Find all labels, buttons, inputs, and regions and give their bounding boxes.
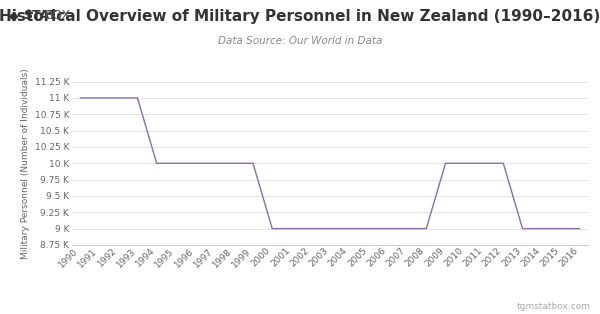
Text: Historical Overview of Military Personnel in New Zealand (1990–2016): Historical Overview of Military Personne… xyxy=(0,9,600,24)
Text: STAT: STAT xyxy=(23,9,56,22)
Y-axis label: Military Personnel (Number of Individuals): Military Personnel (Number of Individual… xyxy=(22,68,31,259)
Text: ◆: ◆ xyxy=(9,9,19,22)
Text: BOX: BOX xyxy=(45,9,71,22)
Text: Data Source: Our World in Data: Data Source: Our World in Data xyxy=(218,36,382,46)
Text: tgmstatbox.com: tgmstatbox.com xyxy=(517,302,591,311)
